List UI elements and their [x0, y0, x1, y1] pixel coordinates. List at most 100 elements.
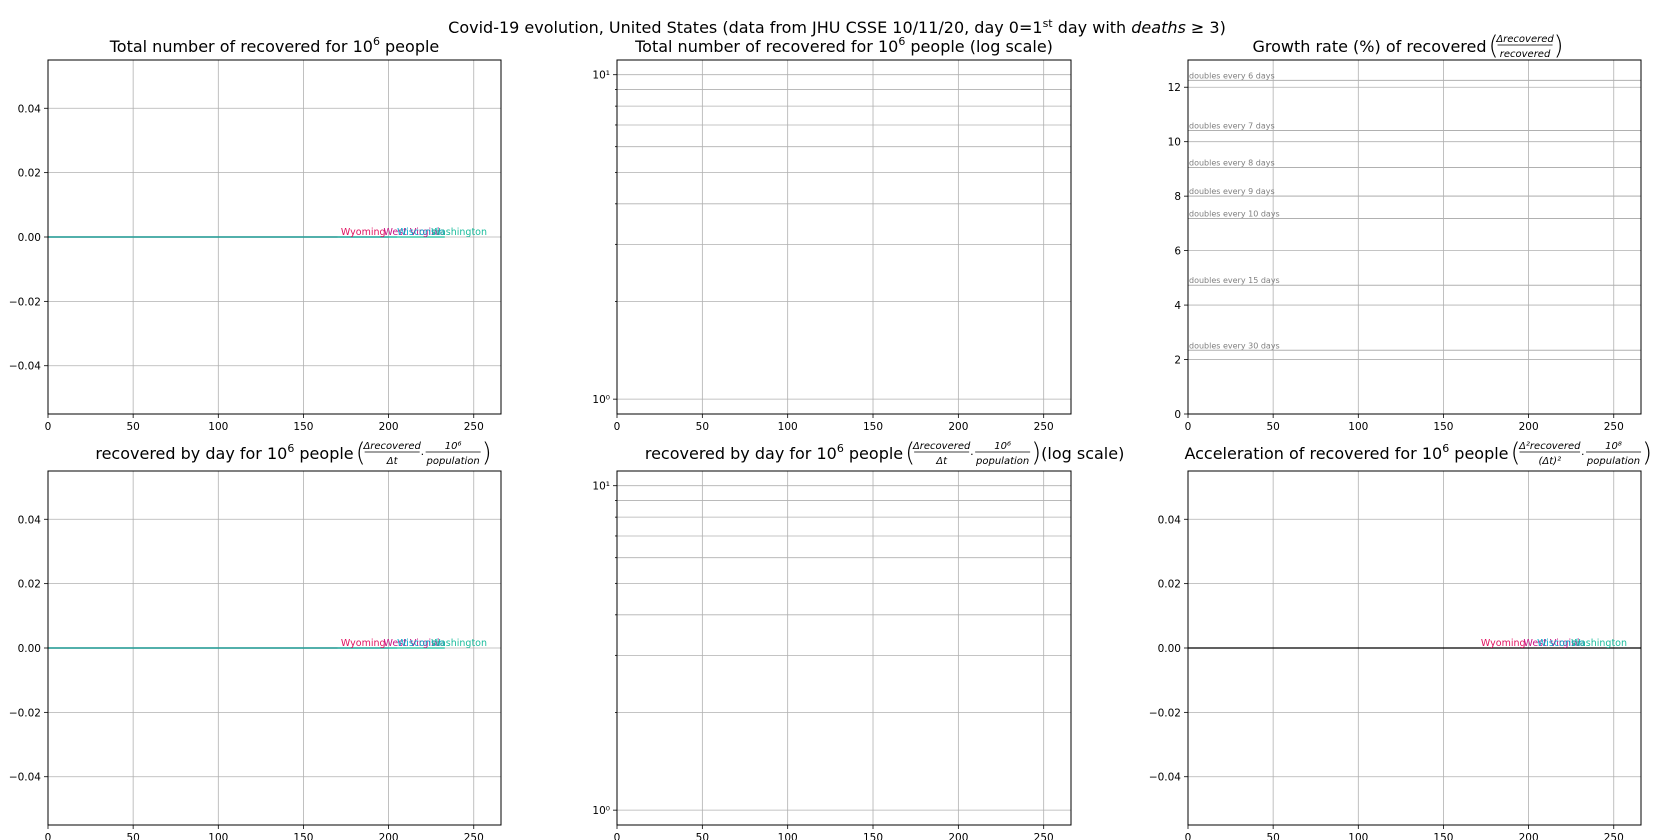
subplot-title: Acceleration of recovered for 106 people	[1184, 442, 1508, 463]
x-tick-label: 150	[1433, 421, 1453, 433]
x-tick-label: 100	[1348, 421, 1368, 433]
paren: (	[356, 438, 366, 468]
x-tick-label: 150	[863, 421, 883, 433]
doubling-annotation: doubles every 15 days	[1189, 276, 1280, 285]
subplot-title: recovered by day for 106 people	[95, 442, 353, 463]
x-tick-label: 50	[126, 832, 139, 840]
x-tick-label: 250	[1034, 421, 1054, 433]
log-scale-suffix: (log scale)	[1041, 444, 1124, 463]
x-tick-label: 50	[1266, 832, 1279, 840]
axes-frame	[616, 59, 1072, 415]
series-label: Washington	[1571, 638, 1627, 649]
paren: )	[1554, 31, 1564, 61]
doubling-annotation: doubles every 8 days	[1189, 159, 1275, 168]
axes-frame	[1187, 59, 1642, 415]
axes-frame	[47, 470, 502, 826]
subplot-title: Total number of recovered for 106 people	[109, 35, 440, 56]
x-tick-label: 100	[778, 832, 798, 840]
x-tick-label: 250	[1604, 832, 1624, 840]
y-tick-label: 10¹	[592, 70, 610, 82]
suptitle: Covid-19 evolution, United States (data …	[448, 17, 1226, 37]
series-label: Washington	[431, 638, 487, 649]
paren: )	[1031, 438, 1041, 468]
y-tick-label: −0.02	[9, 707, 41, 719]
series-label: West Virginia	[383, 227, 445, 238]
x-tick-label: 100	[1348, 832, 1368, 840]
y-tick-label: 0.02	[1158, 579, 1181, 591]
y-tick-label: 0.00	[18, 232, 41, 244]
subplot-title: Growth rate (%) of recovered	[1252, 37, 1486, 56]
x-tick-label: 100	[778, 421, 798, 433]
y-tick-label: −0.02	[1149, 707, 1181, 719]
subplot-title: Total number of recovered for 106 people…	[634, 35, 1053, 56]
x-tick-label: 50	[1266, 421, 1279, 433]
doubling-annotation: doubles every 9 days	[1189, 187, 1275, 196]
x-tick-label: 150	[293, 421, 313, 433]
axes-frame	[1187, 470, 1642, 826]
subplot-recovered-by-day-log: recovered by day for 106 people (Δrecove…	[592, 438, 1124, 840]
axes-frame	[47, 59, 502, 415]
subplot-growth-rate: Growth rate (%) of recovered (Δrecovered…	[1168, 31, 1642, 433]
subplot-total-recovered: Total number of recovered for 106 people…	[9, 35, 502, 433]
x-tick-label: 0	[45, 421, 52, 433]
dot-operator: .	[1581, 445, 1585, 458]
series-label: Wisconsin	[1537, 638, 1584, 649]
x-tick-label: 150	[293, 832, 313, 840]
x-tick-label: 100	[208, 421, 228, 433]
fraction-denominator: (Δt)²	[1539, 456, 1562, 467]
x-tick-label: 250	[464, 832, 484, 840]
subplot-total-recovered-log: Total number of recovered for 106 people…	[592, 35, 1072, 433]
doubling-annotation: doubles every 6 days	[1189, 71, 1275, 80]
axes-frame	[616, 470, 1072, 826]
x-tick-label: 50	[696, 421, 709, 433]
doubling-annotation: doubles every 30 days	[1189, 341, 1280, 350]
y-tick-label: 8	[1174, 191, 1181, 203]
fraction-denominator: population	[975, 456, 1029, 467]
x-tick-label: 200	[948, 832, 968, 840]
x-tick-label: 50	[696, 832, 709, 840]
fraction-numerator: 10⁶	[994, 441, 1011, 452]
y-tick-label: 10⁰	[592, 805, 610, 817]
x-tick-label: 0	[45, 832, 52, 840]
fraction-numerator: Δrecovered	[1495, 34, 1554, 45]
paren: (	[1489, 31, 1499, 61]
x-tick-label: 0	[1185, 421, 1192, 433]
fraction-denominator: population	[1586, 456, 1640, 467]
x-tick-label: 150	[1433, 832, 1453, 840]
paren: (	[1511, 438, 1521, 468]
subplot-acceleration: Acceleration of recovered for 106 people…	[1149, 438, 1652, 840]
x-tick-label: 200	[1519, 832, 1539, 840]
y-tick-label: −0.04	[9, 361, 41, 373]
series-label: West Virginia	[1523, 638, 1585, 649]
x-tick-label: 200	[948, 421, 968, 433]
y-tick-label: −0.04	[9, 772, 41, 784]
paren: (	[905, 438, 915, 468]
series-label: Washington	[431, 227, 487, 238]
fraction-denominator: Δt	[935, 456, 948, 467]
series-label: Wisconsin	[397, 227, 444, 238]
x-tick-label: 200	[379, 421, 399, 433]
x-tick-label: 0	[614, 832, 621, 840]
x-tick-label: 200	[379, 832, 399, 840]
fraction-numerator: Δ²recovered	[1518, 441, 1581, 452]
x-tick-label: 0	[614, 421, 621, 433]
fraction-denominator: recovered	[1500, 49, 1551, 60]
y-tick-label: 12	[1168, 82, 1181, 94]
series-label: Wyoming	[341, 638, 386, 649]
series-label: Wisconsin	[397, 638, 444, 649]
dot-operator: .	[970, 445, 974, 458]
x-tick-label: 250	[464, 421, 484, 433]
x-tick-label: 100	[208, 832, 228, 840]
y-tick-label: −0.02	[9, 296, 41, 308]
x-tick-label: 200	[1519, 421, 1539, 433]
doubling-annotation: doubles every 7 days	[1189, 122, 1275, 131]
doubling-annotation: doubles every 10 days	[1189, 209, 1280, 218]
y-tick-label: 10	[1168, 137, 1181, 149]
paren: )	[1642, 438, 1652, 468]
y-tick-label: 2	[1174, 355, 1181, 367]
y-tick-label: 10¹	[592, 481, 610, 493]
series-label: West Virginia	[383, 638, 445, 649]
y-tick-label: 0	[1174, 409, 1181, 421]
subplot-title: recovered by day for 106 people	[645, 442, 903, 463]
